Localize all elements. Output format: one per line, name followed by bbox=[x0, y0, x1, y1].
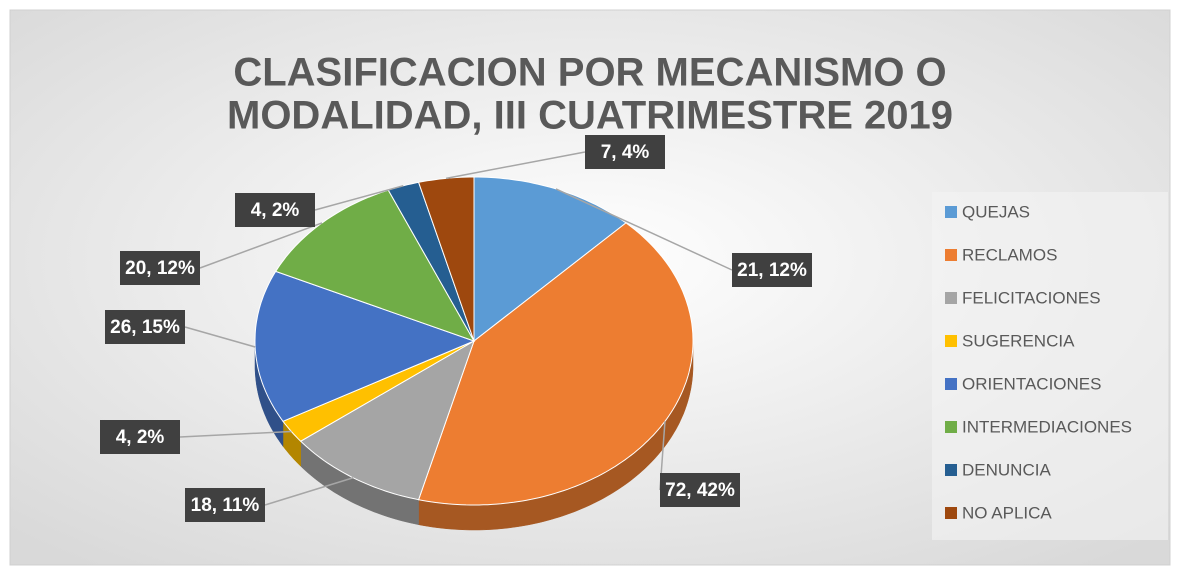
leader-line bbox=[314, 185, 404, 211]
legend-swatch bbox=[945, 292, 957, 304]
leader-line bbox=[199, 222, 323, 269]
data-label: 21, 12% bbox=[737, 260, 807, 281]
legend-box bbox=[932, 192, 1168, 540]
leader-line bbox=[264, 477, 354, 506]
leader-line bbox=[445, 151, 586, 180]
data-label-box bbox=[185, 488, 265, 522]
legend-swatch bbox=[945, 464, 957, 476]
data-label: 72, 42% bbox=[665, 480, 735, 501]
chart-title: CLASIFICACION POR MECANISMO O bbox=[233, 51, 946, 95]
legend-label: SUGERENCIA bbox=[962, 331, 1075, 350]
data-label: 7, 4% bbox=[601, 142, 650, 163]
legend-label: NO APLICA bbox=[962, 503, 1052, 522]
legend-label: QUEJAS bbox=[962, 202, 1030, 221]
slice bbox=[282, 340, 475, 442]
legend-swatch bbox=[945, 378, 957, 390]
legend-swatch bbox=[945, 206, 957, 218]
chart-title: MODALIDAD, III CUATRIMESTRE 2019 bbox=[227, 94, 953, 138]
legend-swatch bbox=[945, 507, 957, 519]
leader-line bbox=[184, 326, 256, 348]
data-label-box bbox=[120, 251, 200, 285]
slice bbox=[473, 176, 627, 343]
data-label-box bbox=[100, 420, 180, 454]
legend-label: INTERMEDIACIONES bbox=[962, 417, 1132, 436]
legend-label: ORIENTACIONES bbox=[962, 374, 1101, 393]
data-label-box bbox=[660, 473, 740, 507]
legend-swatch bbox=[945, 421, 957, 433]
data-label: 4, 2% bbox=[251, 200, 300, 221]
data-label-box bbox=[235, 193, 315, 227]
data-label: 20, 12% bbox=[125, 258, 195, 279]
data-label-box bbox=[732, 253, 812, 287]
legend-label: FELICITACIONES bbox=[962, 288, 1101, 307]
legend-label: DENUNCIA bbox=[962, 460, 1051, 479]
leader-line bbox=[555, 188, 733, 271]
slice bbox=[417, 176, 475, 342]
data-label-box bbox=[585, 135, 665, 169]
legend-swatch bbox=[945, 335, 957, 347]
legend-swatch bbox=[945, 249, 957, 261]
data-label: 18, 11% bbox=[191, 495, 260, 516]
legend-label: RECLAMOS bbox=[962, 245, 1057, 264]
data-label-box bbox=[105, 310, 185, 344]
data-label: 4, 2% bbox=[116, 427, 165, 448]
leader-line bbox=[179, 430, 292, 438]
data-label: 26, 15% bbox=[110, 317, 180, 338]
